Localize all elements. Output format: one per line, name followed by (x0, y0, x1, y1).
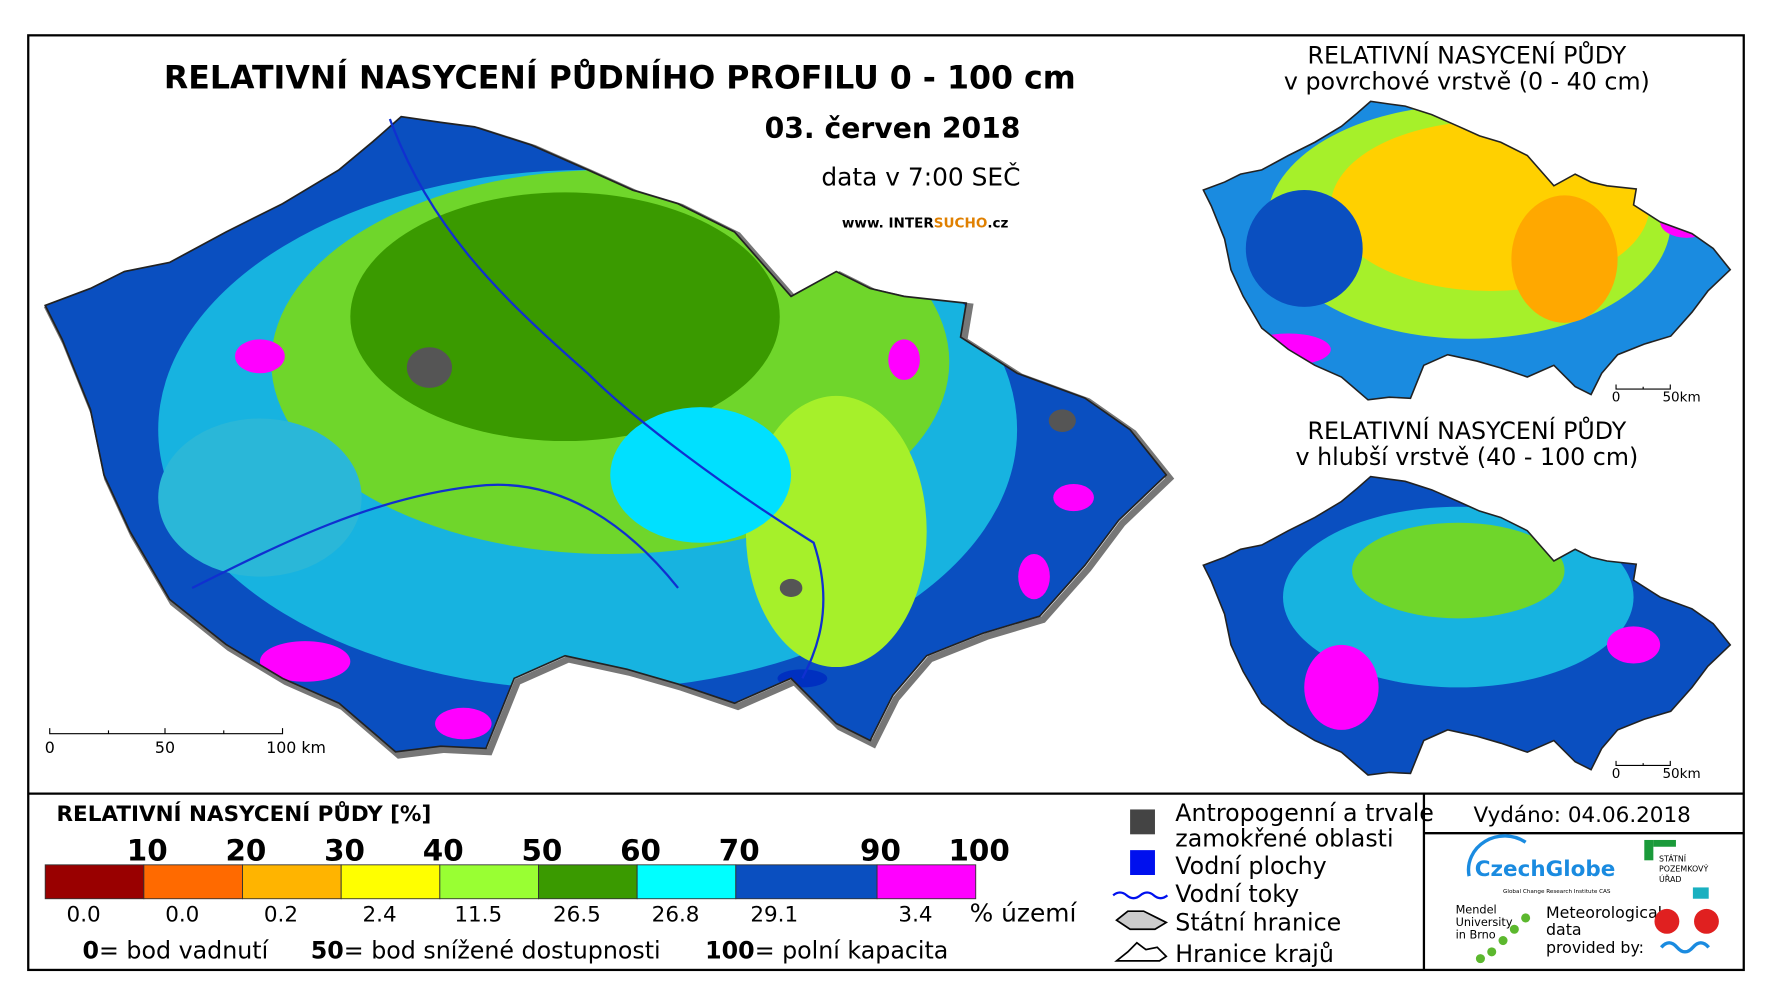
symbols: Antropogenní a trvale zamokřené oblasti … (1112, 799, 1434, 968)
logo-spu: ÚŘAD (1659, 873, 1681, 884)
inset-top-labels: RELATIVNÍ NASYCENÍ PŮDY v povrchové vrst… (1284, 41, 1701, 406)
website: www. INTERSUCHO.cz (842, 215, 1009, 231)
logo-czechglobe: CzechGlobe (1475, 857, 1615, 882)
main-scale: 0 50 100 km (45, 728, 326, 757)
symbol-anthropogenic (1130, 809, 1155, 835)
logo-spu: STÁTNÍ (1659, 852, 1687, 863)
legend-share: 0.2 (264, 902, 298, 927)
note-text: = bod vadnutí (99, 937, 270, 965)
inset-title: v hlubší vrstvě (40 - 100 cm) (1296, 443, 1639, 471)
note-text: = bod snížené dostupnosti (344, 937, 661, 965)
symbol-label: Antropogenní a trvale (1175, 799, 1434, 827)
legend-boundary: 70 (719, 833, 760, 867)
note-value: 0 (82, 937, 99, 965)
legend-note: 100= polní kapacita (705, 937, 948, 965)
legend-boundary: 50 (521, 833, 562, 867)
logo-meteo: provided by: (1546, 938, 1644, 957)
legend-title: RELATIVNÍ NASYCENÍ PŮDY [%] (57, 801, 432, 827)
logo-spu: POZEMKOVÝ (1659, 863, 1708, 874)
note-value: 100 (705, 937, 755, 965)
logo-meteo: data (1546, 920, 1582, 939)
legend-boundary: 10 (127, 833, 168, 867)
legend-share: 29.1 (750, 902, 798, 927)
logo-czechglobe-sub: Global Change Research Institute CAS (1503, 889, 1611, 895)
scale-label: 0 (1612, 389, 1621, 405)
legend-class (439, 864, 539, 900)
symbol-label: zamokřené oblasti (1175, 825, 1393, 853)
legend-class (44, 864, 145, 900)
legend-boundary: 90 (860, 833, 901, 867)
legend-share: 11.5 (454, 902, 502, 927)
symbol-regions (1114, 941, 1168, 962)
legend-share: 2.4 (363, 902, 397, 927)
symbol-label: Státní hranice (1175, 908, 1341, 936)
legend-share: 3.4 (898, 902, 932, 927)
logo-mendel: in Brno (1456, 928, 1496, 941)
inset-title: v povrchové vrstvě (0 - 40 cm) (1284, 68, 1650, 96)
legend-class (636, 864, 737, 900)
title: RELATIVNÍ NASYCENÍ PŮDNÍHO PROFILU 0 - 1… (164, 57, 1076, 96)
header: RELATIVNÍ NASYCENÍ PŮDNÍHO PROFILU 0 - 1… (164, 57, 1076, 231)
legend-share: 0.0 (67, 902, 101, 927)
scale-label: 0 (1612, 766, 1621, 782)
legend-boundary: 40 (423, 833, 464, 867)
note-text: = polní kapacita (755, 937, 949, 965)
legend-note: 50= bod snížené dostupnosti (311, 937, 661, 965)
inset-title: RELATIVNÍ NASYCENÍ PŮDY (1307, 416, 1626, 445)
website-part: www. INTER (842, 215, 934, 231)
logo-mendel: Mendel (1456, 903, 1497, 916)
legend-unit: % území (970, 898, 1078, 927)
website-part: SUCHO (934, 215, 988, 231)
symbol-label: Hranice krajů (1175, 940, 1334, 968)
legend-class (340, 864, 441, 900)
note-value: 50 (311, 937, 344, 965)
inset-bottom-labels: RELATIVNÍ NASYCENÍ PŮDY v hlubší vrstvě … (1296, 416, 1701, 782)
time: data v 7:00 SEČ (821, 162, 1020, 192)
legend-boundary: 100 (948, 833, 1009, 867)
symbol-border (1115, 910, 1169, 931)
scale-label: 100 km (266, 738, 326, 757)
issued: Vydáno: 04.06.2018 (1473, 803, 1690, 828)
date: 03. červen 2018 (765, 112, 1021, 145)
symbol-label: Vodní toky (1175, 880, 1299, 908)
inset-bottom-map (1202, 475, 1732, 776)
legend-class (876, 864, 977, 900)
symbol-label: Vodní plochy (1175, 852, 1326, 880)
scale-label: 0 (45, 738, 55, 757)
inset-title: RELATIVNÍ NASYCENÍ PŮDY (1307, 41, 1626, 70)
website-part: .cz (987, 215, 1008, 231)
legend-share: 26.5 (553, 902, 601, 927)
legend-share: 0.0 (165, 902, 199, 927)
scale-label: 50 (155, 738, 175, 757)
scale-label: 50km (1662, 766, 1700, 782)
symbol-river (1112, 891, 1169, 900)
main-map (44, 115, 1175, 769)
legend-boundary: 20 (225, 833, 266, 867)
legend-class (242, 864, 342, 900)
logo-meteo: Meteorological (1546, 903, 1662, 922)
legend-boundary: 60 (620, 833, 661, 867)
legend-share: 26.8 (652, 902, 700, 927)
legend-note: 0= bod vadnutí (82, 937, 269, 965)
legend-class (143, 864, 243, 900)
logo-mendel: University (1456, 916, 1513, 929)
inset-top-map (1202, 100, 1732, 401)
symbol-water (1130, 850, 1155, 875)
scale-label: 50km (1662, 389, 1700, 405)
legend-boundary: 30 (324, 833, 365, 867)
frame (27, 34, 1745, 972)
legend-class (538, 864, 638, 900)
legend-class (735, 864, 878, 900)
legend: RELATIVNÍ NASYCENÍ PŮDY [%] % území 0.0 1… (44, 801, 1078, 965)
credits: Vydáno: 04.06.2018 CzechGlobe Global Cha… (1456, 803, 1719, 964)
